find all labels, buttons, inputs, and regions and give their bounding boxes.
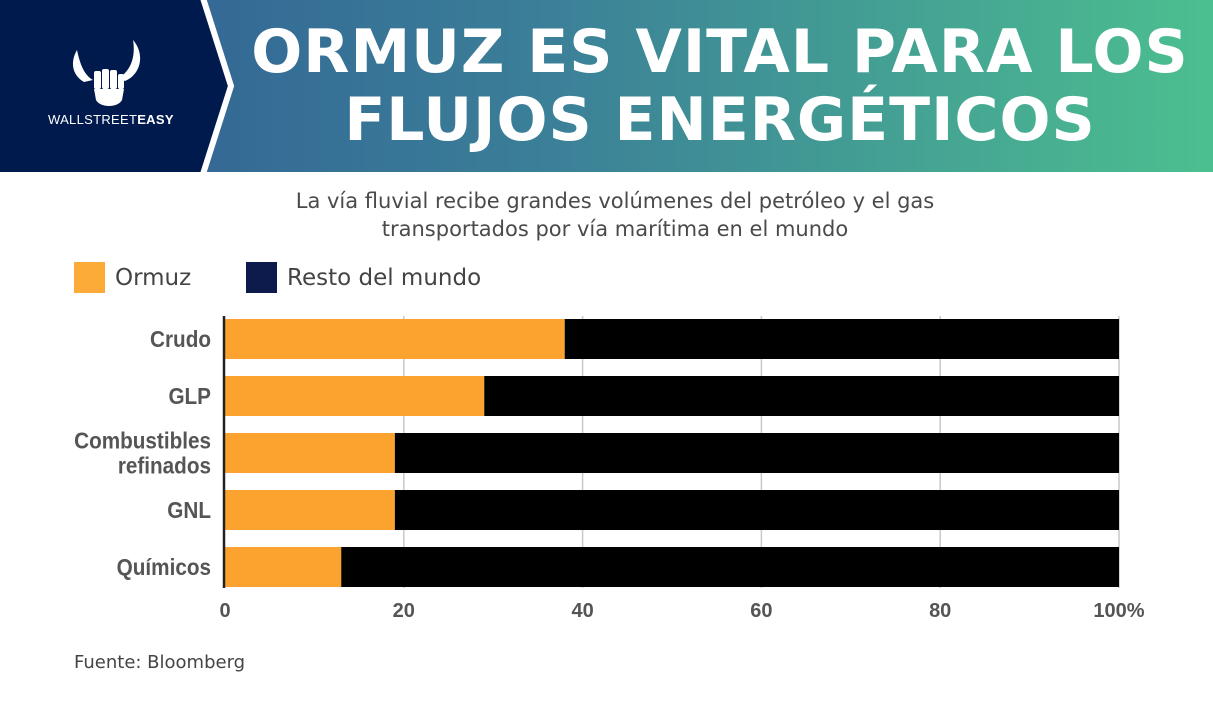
subtitle-line-2: transportados por vía marítima en el mun… [381, 217, 849, 241]
bar-ormuz [225, 547, 342, 587]
page-title: ORMUZ ES VITAL PARA LOS FLUJOS ENERGÉTIC… [240, 18, 1200, 154]
legend-label-ormuz: Ormuz [115, 264, 192, 291]
bar-resto [484, 376, 1119, 416]
category-label: GLP [168, 383, 211, 409]
category-label-line: Químicos [117, 554, 211, 580]
category-label: Crudo [150, 326, 211, 352]
legend-item-resto: Resto del mundo [246, 262, 481, 293]
category-label: Químicos [117, 554, 211, 580]
subtitle-line-1: La vía fluvial recibe grandes volúmenes … [295, 189, 935, 213]
x-tick-label: 20 [393, 600, 415, 622]
title-line-1: ORMUZ ES VITAL PARA LOS [251, 17, 1189, 87]
bar-resto [341, 547, 1120, 587]
category-label-line: refinados [118, 452, 211, 478]
bar-resto [564, 319, 1119, 359]
x-tick-label: 60 [750, 600, 772, 622]
brand-logo-text: WALLSTREETEASY [48, 112, 174, 127]
x-tick-label: 100% [1093, 600, 1144, 622]
bar-resto [394, 433, 1119, 473]
x-tick-label: 80 [929, 600, 951, 622]
logo-panel [0, 0, 235, 172]
legend-swatch-resto [246, 262, 277, 293]
x-tick-label: 0 [219, 600, 230, 622]
legend-item-ormuz: Ormuz [74, 262, 191, 293]
title-line-2: FLUJOS ENERGÉTICOS [344, 85, 1096, 155]
category-label-line: GLP [168, 383, 211, 409]
legend-swatch-ormuz [74, 262, 105, 293]
source-note: Fuente: Bloomberg [74, 652, 246, 673]
category-label-line: GNL [167, 497, 211, 523]
category-label: GNL [167, 497, 211, 523]
bar-ormuz [225, 433, 395, 473]
brand-bold: EASY [137, 112, 174, 127]
header-banner: WALLSTREETEASY ORMUZ ES VITAL PARA LOS F… [0, 0, 1213, 172]
chart-subtitle: La vía fluvial recibe grandes volúmenes … [240, 187, 990, 243]
bar-resto [394, 490, 1119, 530]
category-label-line: Combustibles [74, 427, 211, 453]
bar-ormuz [225, 376, 485, 416]
x-tick-label: 40 [571, 600, 593, 622]
brand-light: WALLSTREET [48, 112, 138, 127]
category-label-line: Crudo [150, 326, 211, 352]
category-label: Combustibles refinados [74, 427, 211, 478]
bar-ormuz [225, 319, 565, 359]
bar-ormuz [225, 490, 395, 530]
bull-fist-logo-icon [72, 40, 141, 106]
legend-label-resto: Resto del mundo [287, 264, 482, 291]
